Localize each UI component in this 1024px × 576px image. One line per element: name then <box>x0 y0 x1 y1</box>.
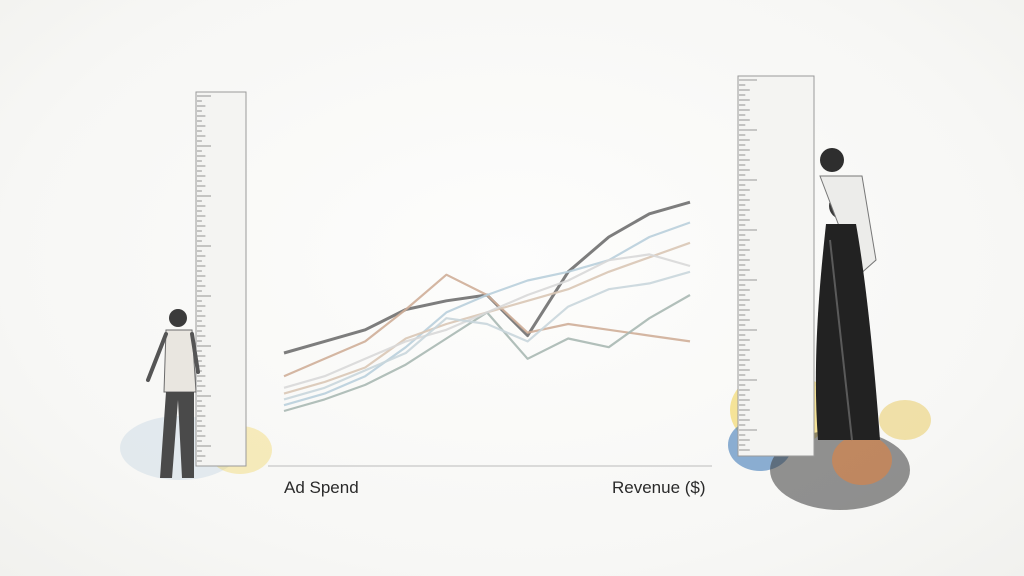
standing-man-figure <box>146 309 200 478</box>
left-ruler <box>195 91 247 467</box>
series-line-4 <box>283 241 691 395</box>
series-line-7 <box>283 270 691 401</box>
series-lines <box>283 200 691 413</box>
series-line-1 <box>283 200 691 355</box>
couple-figure <box>815 148 880 441</box>
right-ruler <box>737 75 815 457</box>
series-line-2 <box>283 273 691 378</box>
x-axis-label-left: Ad Spend <box>284 478 359 497</box>
series-line-6 <box>283 253 691 389</box>
series-line-3 <box>283 221 691 407</box>
x-axis-label-right: Revenue ($) <box>612 478 706 497</box>
